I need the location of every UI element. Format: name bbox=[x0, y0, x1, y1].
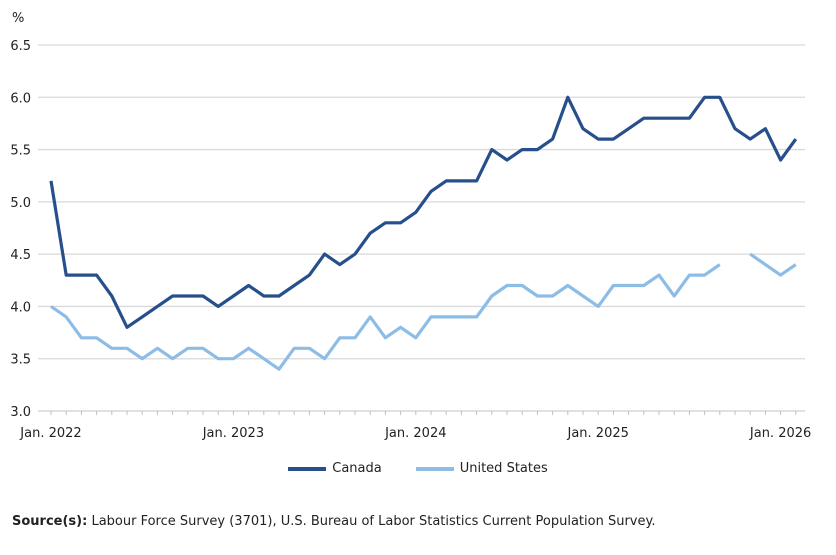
x-tick-label: Jan. 2024 bbox=[384, 426, 446, 441]
x-tick-label: Jan. 2023 bbox=[202, 426, 264, 441]
legend-swatch-canada bbox=[288, 466, 327, 471]
legend: Canada United States bbox=[0, 461, 836, 476]
y-tick-label: 3.0 bbox=[10, 405, 31, 420]
source-label: Source(s): bbox=[12, 514, 88, 529]
line-chart: % 3.0 3.5 4.0 4.5 5.0 5.5 6.0 6.5 Jan. 2022 Jan.… bbox=[10, 11, 811, 441]
y-tick-label: 4.5 bbox=[10, 248, 31, 263]
series-line-united-states bbox=[749, 252, 797, 277]
source-note: Source(s): Labour Force Survey (3701), U… bbox=[12, 514, 655, 529]
legend-item-united-states: United States bbox=[415, 461, 548, 476]
legend-item-canada: Canada bbox=[288, 461, 382, 476]
legend-label-united-states: United States bbox=[459, 461, 548, 476]
y-tick-label: 4.0 bbox=[10, 300, 31, 315]
y-tick-label: 3.5 bbox=[10, 353, 31, 368]
series-line-canada bbox=[49, 95, 798, 329]
y-tick-label: 5.5 bbox=[10, 144, 31, 159]
legend-label-canada: Canada bbox=[332, 461, 382, 476]
legend-swatch-united-states bbox=[415, 466, 454, 471]
y-tick-label: 6.0 bbox=[10, 91, 31, 106]
x-tick-label: Jan. 2022 bbox=[19, 426, 81, 441]
y-axis-unit-label: % bbox=[12, 11, 24, 26]
y-tick-label: 5.0 bbox=[10, 196, 31, 211]
y-tick-label: 6.5 bbox=[10, 39, 31, 54]
x-tick-label: Jan. 2025 bbox=[567, 426, 629, 441]
series-line-united-states bbox=[50, 263, 721, 371]
source-text: Labour Force Survey (3701), U.S. Bureau … bbox=[87, 514, 656, 529]
x-tick-label: Jan. 2026 bbox=[749, 426, 811, 441]
